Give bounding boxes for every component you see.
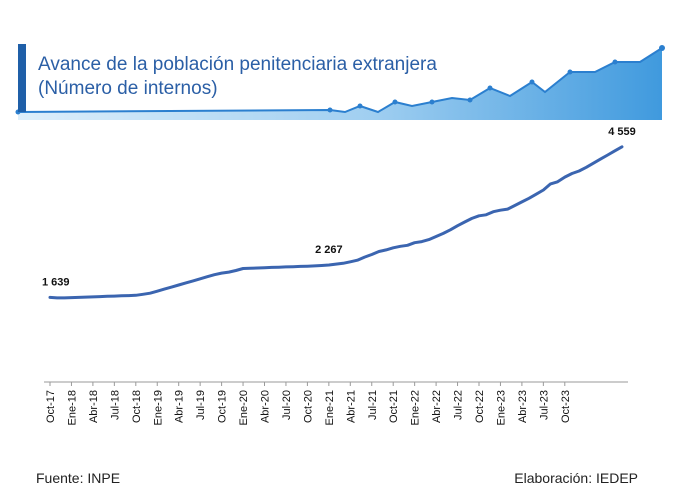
x-tick-label-18: Abr-22 [431,390,443,423]
series-line [48,145,624,300]
x-tick-label-5: Ene-19 [152,390,164,425]
data-label-2: 4 559 [608,126,636,138]
x-tick-label-0: Oct-17 [45,390,57,423]
x-tick-label-24: Oct-23 [560,390,572,423]
x-tick-label-13: Ene-21 [324,390,336,425]
x-tick-label-23: Jul-23 [538,390,550,420]
x-tick-label-6: Abr-19 [174,390,186,423]
credit-note: Elaboración: IEDEP [514,470,638,486]
x-tick-label-3: Jul-18 [109,390,121,420]
data-label-0: 1 639 [42,276,70,288]
x-tick-label-15: Jul-21 [367,390,379,420]
title-accent-bar [18,44,26,112]
x-tick-label-16: Oct-21 [388,390,400,423]
data-label-1: 2 267 [315,244,343,256]
x-tick-label-12: Oct-20 [302,390,314,423]
x-tick-label-4: Oct-18 [131,390,143,423]
title-line-2: (Número de internos) [38,78,218,99]
x-tick-label-21: Ene-23 [495,390,507,425]
x-tick-label-1: Ene-18 [66,390,78,425]
chart-title: Avance de la población penitenciaria ext… [38,53,437,101]
x-tick-label-14: Abr-21 [345,390,357,423]
x-tick-label-22: Abr-23 [517,390,529,423]
x-tick-label-20: Oct-22 [474,390,486,423]
x-tick-label-17: Ene-22 [410,390,422,425]
x-tick-label-19: Jul-22 [453,390,465,420]
x-tick-label-9: Ene-20 [238,390,250,425]
header-banner-graphic [15,45,665,120]
x-tick-label-8: Oct-19 [217,390,229,423]
x-tick-label-10: Abr-20 [260,390,272,423]
x-tick-label-7: Jul-19 [195,390,207,420]
x-tick-label-2: Abr-18 [88,390,100,423]
x-tick-label-11: Jul-20 [281,390,293,420]
banner-area [18,48,662,120]
banner-dots [15,45,665,115]
title-line-1: Avance de la población penitenciaria ext… [38,54,437,75]
source-note: Fuente: INPE [36,470,121,486]
line-chart: Oct-17 Ene-18 Abr-18 Jul-18 Oct-18 Ene-19 Abr-… [42,126,636,426]
